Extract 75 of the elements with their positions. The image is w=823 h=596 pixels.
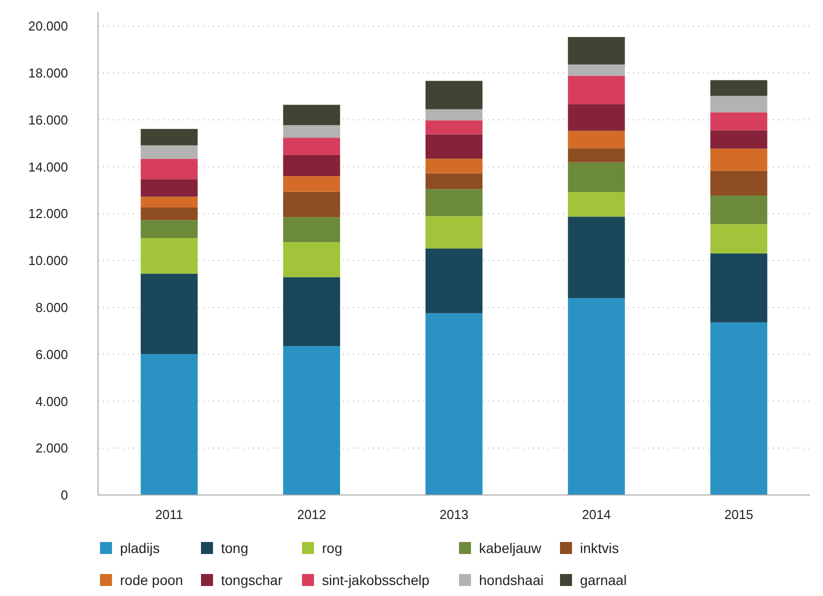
y-tick-label: 12.000: [28, 206, 68, 222]
bar: [568, 64, 625, 76]
y-tick-label: 10.000: [28, 253, 68, 268]
bar: [140, 354, 198, 495]
bar: [426, 313, 482, 495]
x-tick-label: 2015: [724, 507, 754, 522]
bar: [710, 322, 768, 495]
x-tick-label: 2011: [155, 507, 184, 522]
bar: [426, 248, 482, 314]
bar: [426, 80, 482, 110]
bar: [140, 179, 198, 197]
bar: [710, 130, 768, 149]
legend-label: sint-jakobsschelp: [322, 572, 430, 588]
legend-label: rode poon: [120, 572, 184, 588]
bar: [568, 216, 625, 298]
bar: [283, 176, 340, 192]
legend-label: hondshaai: [479, 572, 544, 588]
y-tick-label: 2.000: [35, 440, 68, 456]
bar: [710, 148, 768, 171]
y-tick-label: 0: [60, 488, 68, 503]
bar: [568, 192, 625, 217]
bar: [568, 37, 625, 64]
bar: [283, 242, 340, 278]
bar: [283, 104, 340, 126]
x-tick-label: 2013: [440, 507, 468, 522]
y-tick-label: 4.000: [35, 394, 68, 409]
legend-label: rog: [322, 540, 342, 556]
bar: [140, 196, 198, 208]
bar: [710, 170, 768, 196]
bar: [426, 216, 482, 249]
bar: [426, 173, 482, 190]
bar: [426, 134, 482, 159]
bar: [710, 96, 768, 112]
bar: [568, 162, 625, 192]
bar: [568, 76, 625, 104]
legend-label: tongschar: [221, 572, 283, 588]
bar: [710, 112, 768, 130]
bar: [140, 145, 198, 159]
bar: [140, 274, 198, 354]
bar: [140, 208, 198, 220]
bar: [568, 148, 625, 162]
bar: [283, 138, 340, 155]
y-tick-label: 16.000: [28, 112, 68, 128]
bar: [283, 346, 340, 495]
legend-label: inktvis: [580, 540, 619, 556]
bar: [710, 224, 768, 254]
legend-label: pladijs: [120, 540, 160, 556]
bar: [710, 80, 768, 96]
x-tick-label: 2014: [582, 507, 611, 522]
bar: [568, 298, 625, 495]
legend-label: kabeljauw: [479, 540, 542, 556]
legend-label: tong: [221, 540, 248, 556]
bar: [140, 128, 198, 146]
bar: [140, 220, 198, 238]
bar: [283, 277, 340, 346]
bar: [426, 158, 482, 174]
bar: [283, 125, 340, 138]
legend-label: garnaal: [580, 572, 627, 588]
bar: [283, 192, 340, 218]
y-tick-label: 18.000: [28, 65, 68, 80]
y-tick-label: 20.000: [28, 18, 68, 34]
bar: [283, 154, 340, 176]
bar: [426, 120, 482, 134]
y-tick-label: 6.000: [35, 346, 68, 362]
bar: [568, 104, 625, 131]
bar: [140, 158, 198, 180]
bar: [426, 189, 482, 216]
y-tick-label: 14.000: [28, 159, 68, 174]
bar: [283, 217, 340, 242]
bar: [140, 238, 198, 274]
bar: [710, 196, 768, 224]
y-tick-label: 8.000: [35, 300, 68, 315]
bar: [568, 130, 625, 148]
bar: [710, 253, 768, 322]
x-tick-label: 2012: [297, 507, 326, 522]
